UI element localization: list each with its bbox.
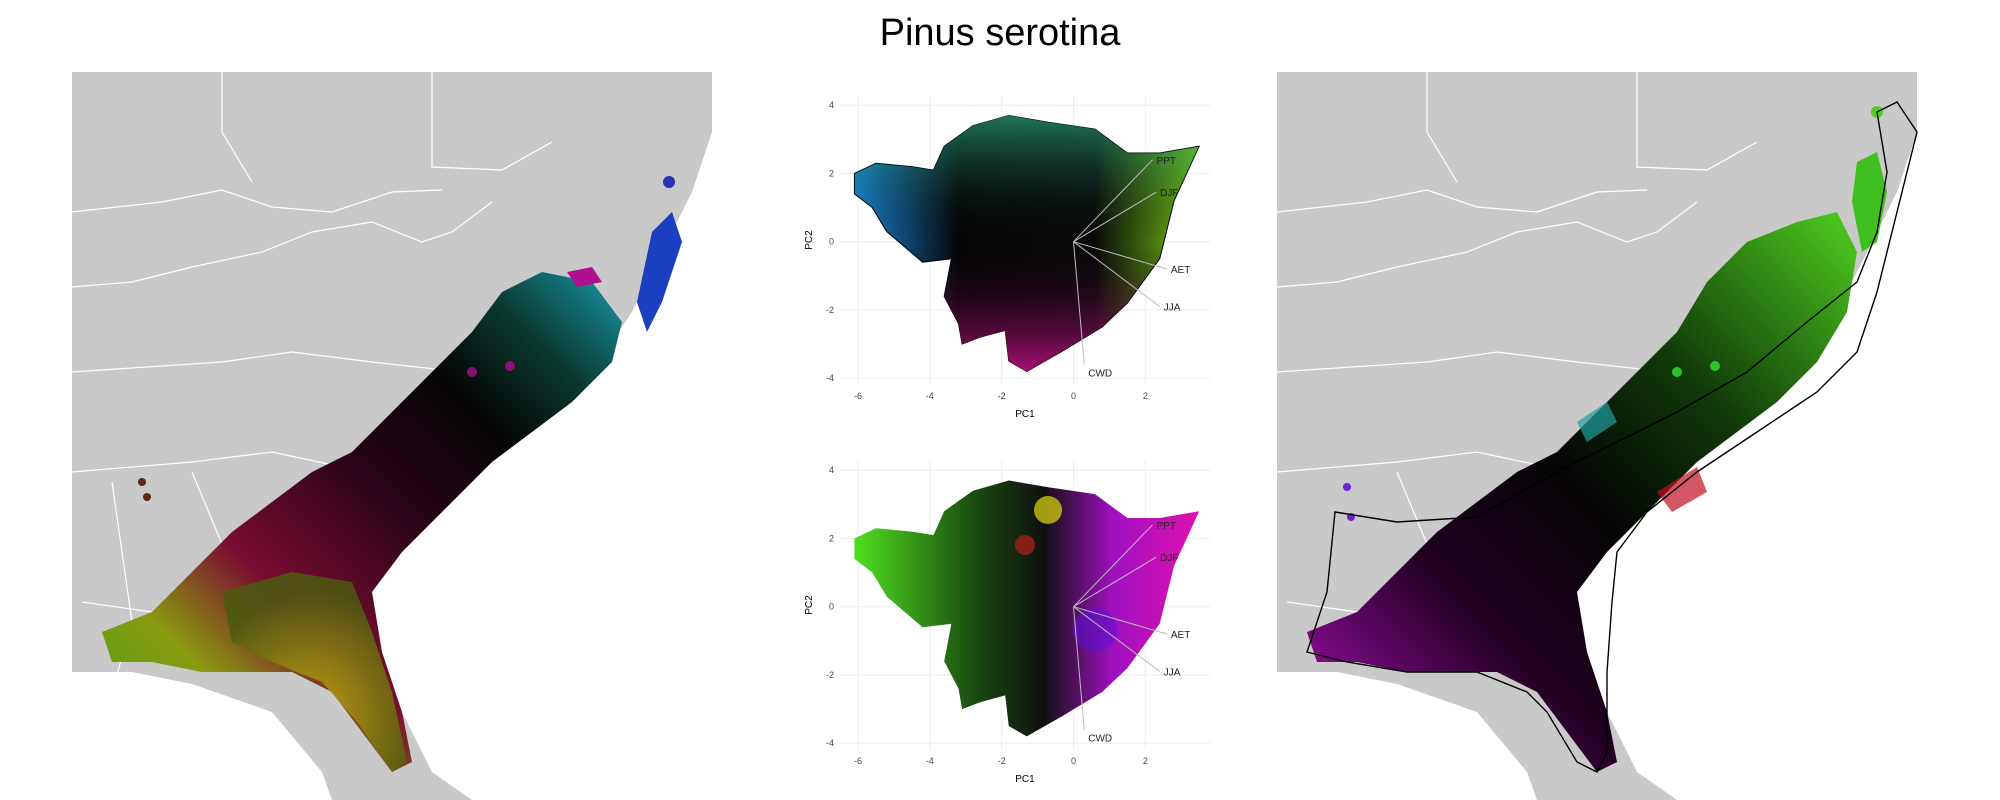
loading-vector-jja <box>1073 606 1161 672</box>
x-tick-label: -6 <box>854 391 862 401</box>
vector-label-djf: DJF <box>1160 553 1178 564</box>
loading-vector-cwd <box>1072 606 1085 730</box>
range-patch-west-1 <box>138 478 146 486</box>
pca-point-cloud <box>854 480 1200 737</box>
y-tick-label: -4 <box>826 738 834 748</box>
range-transition-band <box>1577 402 1617 442</box>
x-axis-label: PC1 <box>1015 409 1035 420</box>
gulf-area <box>72 672 332 800</box>
y-tick-label: -4 <box>826 373 834 383</box>
gulf-area <box>1277 672 1537 800</box>
range-patch-inland-1 <box>1672 367 1682 377</box>
loading-vector-ppt <box>1073 524 1153 608</box>
loading-vector-cwd <box>1072 241 1085 365</box>
loading-vector-djf <box>1073 556 1157 608</box>
ocean-area <box>372 72 732 800</box>
range-patch-inland-2 <box>505 361 515 371</box>
y-tick-label: -2 <box>826 670 834 680</box>
y-tick-label: -2 <box>826 305 834 315</box>
range-red-band <box>1657 467 1707 512</box>
x-tick-label: -4 <box>926 391 934 401</box>
pca-biplot-top: PPT DJF AET JJA CWD -6 -4 -2 0 2 -4 -2 0 2 4 PC1 PC2 <box>804 95 1210 420</box>
x-tick-label: -6 <box>854 756 862 766</box>
x-tick-label: 0 <box>1071 391 1076 401</box>
range-patch-inland-2 <box>1710 361 1720 371</box>
model-extent-outline <box>1306 101 1918 773</box>
species-range-main <box>102 272 622 772</box>
loading-vector-djf <box>1073 191 1157 243</box>
range-patch-magenta <box>567 267 602 287</box>
y-tick-label: 0 <box>829 602 834 612</box>
axis-ticks: -6 -4 -2 0 2 -4 -2 0 2 4 <box>826 100 1148 401</box>
loading-vector-ppt <box>1073 159 1153 243</box>
chart-title: Pinus serotina <box>879 12 1121 54</box>
axis-ticks: -6 -4 -2 0 2 -4 -2 0 2 4 <box>826 465 1148 766</box>
x-tick-label: 0 <box>1071 756 1076 766</box>
vector-label-ppt: PPT <box>1157 156 1176 167</box>
range-patch-west-2 <box>143 493 151 501</box>
y-axis-label: PC2 <box>804 595 815 615</box>
range-patch-delaware <box>663 176 675 188</box>
loading-vector-aet <box>1073 241 1168 270</box>
y-tick-label: 4 <box>829 465 834 475</box>
y-tick-label: 4 <box>829 100 834 110</box>
x-tick-label: -2 <box>998 756 1006 766</box>
loading-vectors: PPT DJF AET JJA CWD <box>1072 521 1190 745</box>
vector-label-cwd: CWD <box>1088 734 1112 745</box>
vector-label-cwd: CWD <box>1088 369 1112 380</box>
loading-vectors: PPT DJF AET JJA CWD <box>1072 156 1190 380</box>
vector-label-ppt: PPT <box>1157 521 1176 532</box>
x-tick-label: 2 <box>1143 391 1148 401</box>
range-patch-inland-1 <box>467 367 477 377</box>
pca-point-cloud-shading <box>854 115 1200 372</box>
loading-vector-aet <box>1073 606 1168 635</box>
y-axis-label: PC2 <box>804 230 815 250</box>
range-patch-west-1 <box>1343 483 1351 491</box>
pca-point-highlights <box>1015 496 1117 652</box>
species-range-main <box>1307 212 1857 772</box>
vector-label-jja: JJA <box>1164 668 1181 679</box>
x-tick-label: -2 <box>998 391 1006 401</box>
y-tick-label: 0 <box>829 237 834 247</box>
y-tick-label: 2 <box>829 533 834 543</box>
vector-label-djf: DJF <box>1160 188 1178 199</box>
ocean-area <box>1577 72 1937 800</box>
x-tick-label: -4 <box>926 756 934 766</box>
vector-label-aet: AET <box>1171 630 1190 641</box>
left-range-map <box>72 72 732 800</box>
right-range-map <box>1277 72 1937 800</box>
species-range-north <box>637 212 682 332</box>
species-range-florida <box>222 572 407 772</box>
loading-vector-jja <box>1073 241 1161 307</box>
vector-label-aet: AET <box>1171 265 1190 276</box>
y-tick-label: 2 <box>829 168 834 178</box>
vector-label-jja: JJA <box>1164 303 1181 314</box>
x-axis-label: PC1 <box>1015 774 1035 785</box>
pca-biplot-bottom: PPT DJF AET JJA CWD -6 -4 -2 0 2 -4 -2 0 2 4 PC1 PC2 <box>804 460 1210 785</box>
x-tick-label: 2 <box>1143 756 1148 766</box>
